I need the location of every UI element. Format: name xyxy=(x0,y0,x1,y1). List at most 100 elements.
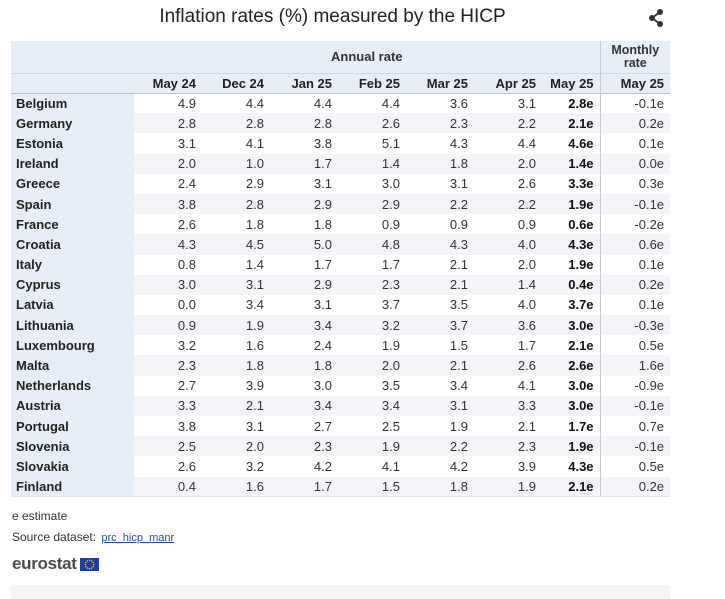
annual-rate-cell: 4.8 xyxy=(338,234,406,255)
annual-rate-cell: 3.6 xyxy=(449,95,468,111)
monthly-rate-cell: -0.1e xyxy=(599,193,671,215)
annual-rate-cell: 2.7 xyxy=(177,378,196,394)
annual-rate-cell: 0.0 xyxy=(177,297,196,313)
annual-rate-cell: 2.9 xyxy=(270,193,338,215)
annual-rate-cell: 2.3 xyxy=(338,274,406,295)
annual-rate-cell: 3.0 xyxy=(134,274,202,295)
annual-rate-cell: 2.4 xyxy=(313,337,332,353)
monthly-rate-cell: 1.6e xyxy=(599,355,671,376)
table-row: Lithuania 0.9 1.9 3.4 3.2 3.7 3.6 3.0e -0.3e xyxy=(11,315,671,336)
annual-rate-cell: 4.5 xyxy=(202,234,270,255)
footer-strip xyxy=(11,585,670,599)
annual-rate-cell: 4.4 xyxy=(381,95,400,111)
column-header: May 25 xyxy=(599,72,671,94)
annual-rate-cell: 1.8 xyxy=(406,476,474,498)
annual-rate-cell: 4.3 xyxy=(134,234,202,255)
annual-rate-cell: 3.5 xyxy=(449,297,468,313)
annual-rate-cell: 0.4e xyxy=(542,274,601,295)
annual-rate-cell: 3.2 xyxy=(338,315,406,336)
annual-rate-cell: 3.1 xyxy=(313,176,332,192)
monthly-rate-cell: 0.1e xyxy=(599,294,671,316)
column-header: May 24 xyxy=(134,72,202,94)
annual-rate-cell: 1.9 xyxy=(381,337,400,353)
column-header: Feb 25 xyxy=(338,72,406,94)
header-corner xyxy=(11,41,134,73)
monthly-rate-cell: 0.5e xyxy=(599,335,671,356)
annual-rate-cell: 0.4 xyxy=(134,476,202,498)
monthly-rate-cell: 0.2e xyxy=(599,274,671,295)
annual-rate-cell: 2.1e xyxy=(542,113,601,134)
annual-rate-cell: 1.4 xyxy=(474,274,542,295)
annual-rate-cell: 3.1 xyxy=(449,176,468,192)
column-header: May 25 xyxy=(542,72,601,94)
annual-rate-cell: 3.3 xyxy=(134,395,202,416)
annual-rate-cell: 0.9 xyxy=(134,315,202,336)
monthly-rate-cell: 0.6e xyxy=(599,234,671,255)
country-name: Netherlands xyxy=(11,375,134,396)
annual-rate-cell: 3.1 xyxy=(177,135,196,151)
table-row: Slovenia 2.5 2.0 2.3 1.9 2.2 2.3 1.9e -0.1e xyxy=(11,436,671,457)
annual-rate-cell: 0.6e xyxy=(568,216,594,232)
annual-rate-cell: 2.1 xyxy=(449,257,468,273)
table-row: France 2.6 1.8 1.8 0.9 0.9 0.9 0.6e -0.2e xyxy=(11,214,671,235)
annual-rate-cell: 1.9e xyxy=(568,257,594,273)
annual-rate-cell: 2.0 xyxy=(338,355,406,376)
annual-rate-cell: 4.0 xyxy=(474,234,542,255)
annual-rate-cell: 3.4 xyxy=(270,315,338,336)
table-row: Austria 3.3 2.1 3.4 3.4 3.1 3.3 3.0e -0.1e xyxy=(11,395,671,416)
table-row: Luxembourg 3.2 1.6 2.4 1.9 1.5 1.7 2.1e 0.5e xyxy=(11,335,671,356)
table-row: Belgium 4.9 4.4 4.4 4.4 3.6 3.1 2.8e -0.1e xyxy=(11,93,671,114)
annual-rate-cell: 3.4 xyxy=(449,378,468,394)
annual-rate-cell: 3.1 xyxy=(517,95,536,111)
country-name: Lithuania xyxy=(11,315,134,336)
country-name: Slovakia xyxy=(11,456,134,477)
header-monthly-line2: rate xyxy=(623,55,647,70)
table-row: Cyprus 3.0 3.1 2.9 2.3 2.1 1.4 0.4e 0.2e xyxy=(11,274,671,295)
annual-rate-cell: 2.8e xyxy=(568,95,594,111)
annual-rate-cell: 2.3 xyxy=(474,436,542,457)
annual-rate-cell: 3.1 xyxy=(406,395,474,416)
annual-rate-cell: 3.8 xyxy=(134,193,202,215)
annual-rate-cell: 0.8 xyxy=(177,257,196,273)
table-row: Malta 2.3 1.8 1.8 2.0 2.1 2.6 2.6e 1.6e xyxy=(11,355,671,376)
annual-rate-cell: 2.6 xyxy=(177,216,196,232)
source-dataset: Source dataset: prc_hicp_manr xyxy=(12,530,174,544)
annual-rate-cell: 3.1 xyxy=(202,274,270,295)
source-link[interactable]: prc_hicp_manr xyxy=(101,532,175,544)
annual-rate-cell: 0.9 xyxy=(381,216,400,232)
annual-rate-cell: 4.3e xyxy=(542,234,601,255)
annual-rate-cell: 4.3e xyxy=(568,458,594,474)
monthly-rate-cell: 0.0e xyxy=(599,153,671,174)
table-row: Finland 0.4 1.6 1.7 1.5 1.8 1.9 2.1e 0.2e xyxy=(11,476,671,498)
annual-rate-cell: 1.7 xyxy=(517,337,536,353)
estimate-note: e estimate xyxy=(12,509,68,523)
share-icon[interactable] xyxy=(646,8,666,28)
country-name: France xyxy=(11,214,134,235)
annual-rate-cell: 2.0 xyxy=(517,257,536,273)
annual-rate-cell: 2.1 xyxy=(517,418,536,434)
annual-rate-cell: 3.1 xyxy=(313,297,332,313)
country-name: Belgium xyxy=(11,93,134,114)
country-name: Luxembourg xyxy=(11,335,134,356)
monthly-rate-cell: 0.2e xyxy=(599,113,671,134)
annual-rate-cell: 4.4 xyxy=(313,95,332,111)
annual-rate-cell: 4.6e xyxy=(568,135,594,151)
annual-rate-cell: 2.8 xyxy=(202,113,270,134)
monthly-rate-cell: -0.3e xyxy=(599,315,671,336)
header-group-row: Annual rate Monthly rate xyxy=(11,41,671,73)
eu-flag-icon xyxy=(79,557,99,571)
annual-rate-cell: 3.2 xyxy=(177,337,196,353)
annual-rate-cell: 2.1 xyxy=(202,395,270,416)
monthly-rate-cell: -0.1e xyxy=(599,436,671,457)
table-row: Greece 2.4 2.9 3.1 3.0 3.1 2.6 3.3e 0.3e xyxy=(11,173,671,194)
header-annual-rate: Annual rate xyxy=(134,41,601,73)
header-monthly-line1: Monthly xyxy=(611,42,660,57)
annual-rate-cell: 3.4 xyxy=(270,395,338,416)
annual-rate-cell: 3.0e xyxy=(542,315,601,336)
annual-rate-cell: 1.8 xyxy=(313,216,332,232)
country-name: Croatia xyxy=(11,234,134,255)
annual-rate-cell: 1.5 xyxy=(338,476,406,498)
page-title: Inflation rates (%) measured by the HICP xyxy=(159,6,506,27)
annual-rate-cell: 3.0 xyxy=(313,378,332,394)
annual-rate-cell: 2.1e xyxy=(542,476,601,498)
